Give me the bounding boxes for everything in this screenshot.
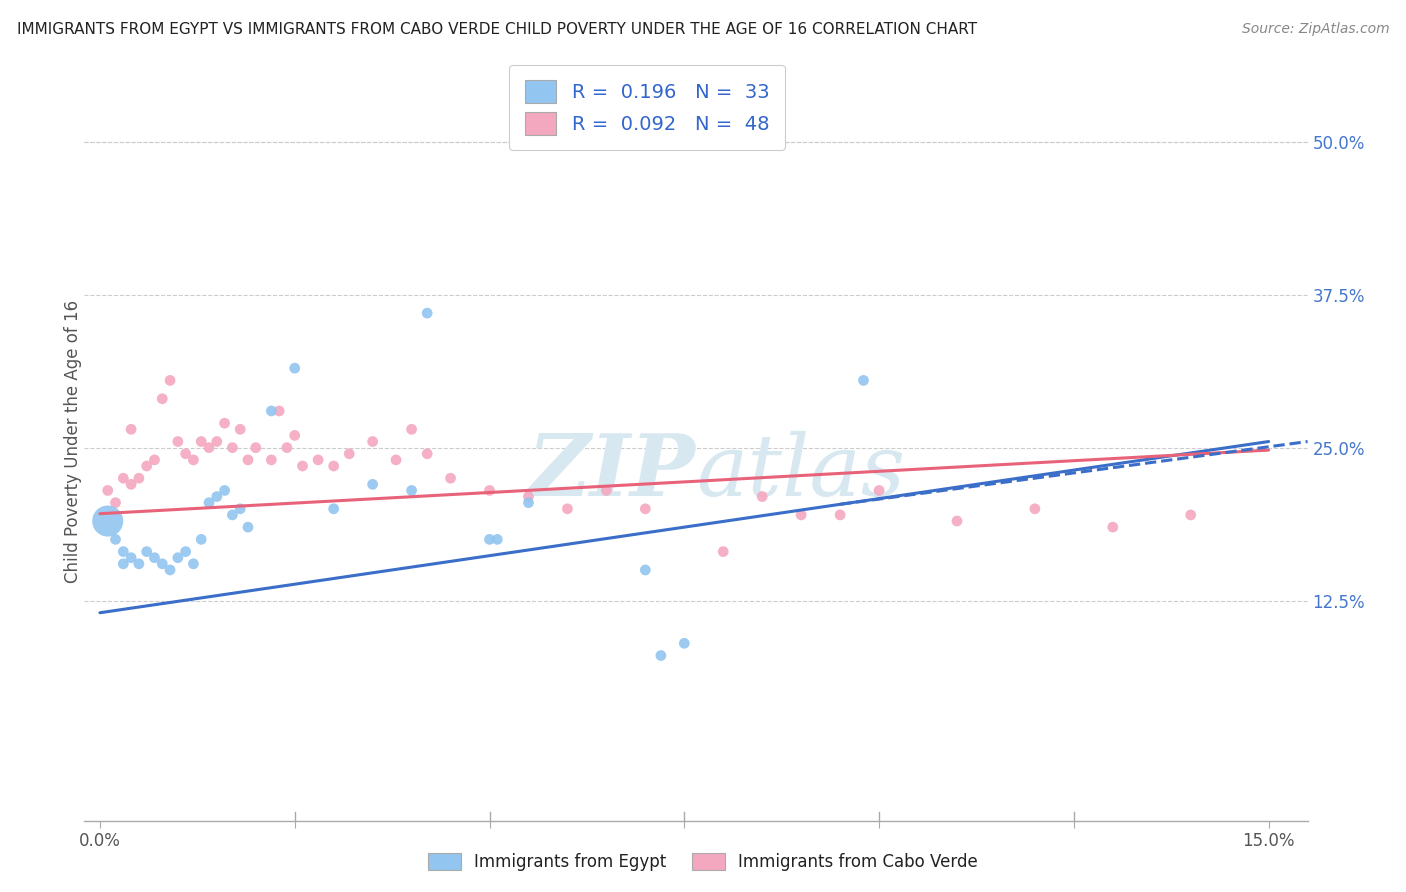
Point [595,483,617,498]
Point [143,453,166,467]
Point [174,447,197,461]
Point [401,422,423,436]
Point [104,496,127,510]
Point [276,441,298,455]
Point [1180,508,1202,522]
Point [868,483,890,498]
Point [205,434,228,449]
Point [337,447,360,461]
Y-axis label: Child Poverty Under the Age of 16: Child Poverty Under the Age of 16 [65,300,82,583]
Point [634,563,657,577]
Point [478,533,501,547]
Point [478,483,501,498]
Point [946,514,969,528]
Text: ZIP: ZIP [529,430,696,514]
Point [112,557,135,571]
Point [221,508,243,522]
Point [557,501,579,516]
Text: Source: ZipAtlas.com: Source: ZipAtlas.com [1241,22,1389,37]
Point [245,441,267,455]
Point [97,483,120,498]
Point [221,441,243,455]
Point [416,447,439,461]
Point [143,550,166,565]
Point [307,453,329,467]
Point [229,501,252,516]
Point [830,508,852,522]
Point [198,441,221,455]
Point [852,373,875,387]
Point [135,458,157,473]
Point [112,471,135,485]
Point [361,434,384,449]
Point [486,533,509,547]
Point [751,490,773,504]
Point [198,496,221,510]
Point [416,306,439,320]
Point [361,477,384,491]
Point [205,490,228,504]
Legend: R =  0.196   N =  33, R =  0.092   N =  48: R = 0.196 N = 33, R = 0.092 N = 48 [509,64,785,151]
Point [284,428,307,442]
Point [128,471,150,485]
Text: IMMIGRANTS FROM EGYPT VS IMMIGRANTS FROM CABO VERDE CHILD POVERTY UNDER THE AGE : IMMIGRANTS FROM EGYPT VS IMMIGRANTS FROM… [17,22,977,37]
Point [183,557,205,571]
Point [322,458,344,473]
Point [517,496,540,510]
Point [650,648,672,663]
Point [236,520,259,534]
Point [166,550,188,565]
Point [120,422,142,436]
Point [260,453,283,467]
Point [120,477,142,491]
Point [517,490,540,504]
Point [291,458,314,473]
Point [112,544,135,558]
Point [159,373,181,387]
Point [174,544,197,558]
Point [120,550,142,565]
Point [214,483,236,498]
Point [135,544,157,558]
Point [673,636,696,650]
Point [711,544,734,558]
Point [284,361,307,376]
Point [401,483,423,498]
Point [150,557,173,571]
Point [634,501,657,516]
Point [269,404,291,418]
Point [322,501,344,516]
Point [229,422,252,436]
Point [190,533,212,547]
Point [128,557,150,571]
Point [166,434,188,449]
Point [790,508,813,522]
Point [190,434,212,449]
Legend: Immigrants from Egypt, Immigrants from Cabo Verde: Immigrants from Egypt, Immigrants from C… [419,845,987,880]
Text: atlas: atlas [696,431,905,513]
Point [439,471,461,485]
Point [1101,520,1123,534]
Point [260,404,283,418]
Point [385,453,408,467]
Point [1024,501,1046,516]
Point [104,533,127,547]
Point [97,514,120,528]
Point [159,563,181,577]
Point [214,416,236,430]
Point [150,392,173,406]
Point [183,453,205,467]
Point [236,453,259,467]
